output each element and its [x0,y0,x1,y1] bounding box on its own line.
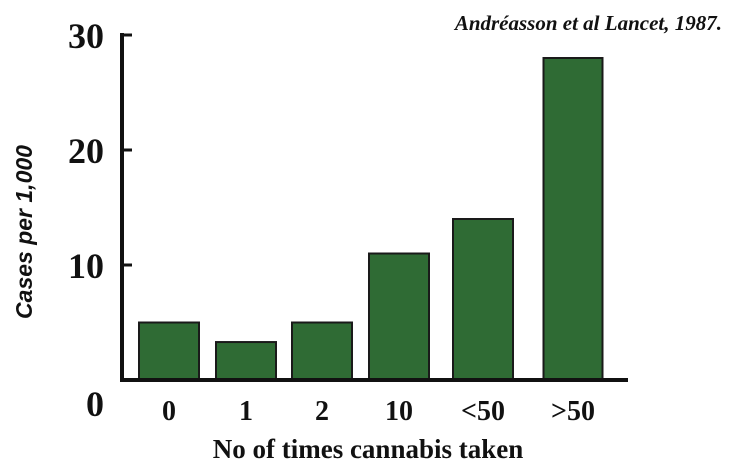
x-tick-label: >50 [551,396,595,427]
y-tick-label: 0 [86,384,104,424]
x-tick-label: 10 [385,396,413,427]
bars [138,57,604,381]
bar-1 [215,341,277,381]
chart-citation: Andréasson et al Lancet, 1987. [453,11,722,35]
bar-lt50 [452,218,514,381]
x-tick-label: 2 [315,396,329,427]
bar-10 [368,252,430,381]
y-axis-label: Cases per 1,000 [11,145,37,319]
bar-gt50 [542,57,604,381]
y-tick-label: 20 [68,131,104,171]
x-axis-label: No of times cannabis taken [213,434,524,464]
x-tick-label: 1 [239,396,253,427]
x-axis-ticks: 0 1 2 10 <50 >50 [162,396,595,427]
x-tick-label: <50 [461,396,505,427]
y-axis-ticks: 0 10 20 30 [68,16,132,424]
bar-0 [138,321,200,381]
x-tick-label: 0 [162,396,176,427]
bar-2 [291,321,353,381]
y-tick-label: 30 [68,16,104,56]
y-tick-label: 10 [68,246,104,286]
